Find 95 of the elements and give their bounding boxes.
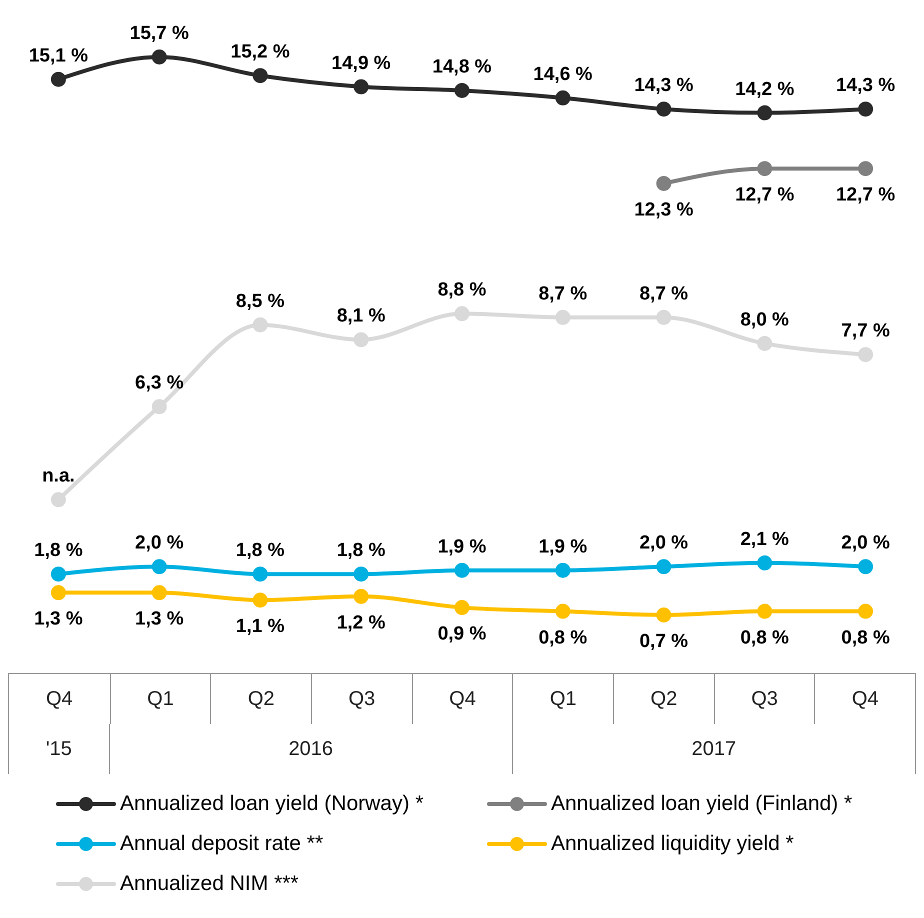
point (757, 161, 772, 176)
text: '15 (9, 724, 110, 774)
point (152, 399, 167, 414)
data-label: 2,0 % (639, 532, 688, 554)
data-label: 14,6 % (533, 64, 593, 85)
point (555, 310, 570, 325)
point (757, 105, 772, 120)
x-tick-label: Q4 (412, 674, 512, 724)
data-label: 8,8 % (438, 280, 486, 301)
point (454, 562, 470, 578)
point (152, 585, 167, 600)
point (354, 332, 369, 348)
data-label: 0,8 % (740, 627, 790, 648)
point (656, 176, 672, 191)
point (252, 566, 268, 582)
data-label: 1,2 % (336, 612, 386, 634)
point (454, 306, 470, 322)
point (252, 592, 268, 608)
data-label: 6,3 % (135, 372, 184, 394)
data-label: 8,1 % (336, 306, 386, 327)
legend-label: Annualized NIM *** (120, 872, 299, 896)
legend-label: Annualized loan yield (Finland) * (551, 792, 852, 816)
data-label: 12,7 % (836, 184, 896, 206)
point (858, 102, 874, 117)
x-tick-label: Q3 (311, 674, 412, 724)
data-label: 1,3 % (135, 608, 184, 630)
data-label: 0,9 % (438, 624, 486, 645)
point (555, 562, 570, 578)
data-label: 8,5 % (236, 290, 285, 312)
data-label: 1,9 % (538, 536, 588, 558)
data-label: 1,8 % (336, 540, 386, 562)
data-label: 2,0 % (841, 532, 890, 554)
data-label: 1,8 % (236, 540, 285, 562)
data-label: 7,7 % (841, 320, 890, 342)
point (656, 608, 672, 622)
legend-label: Annualized loan yield (Norway) * (120, 792, 424, 816)
legend-label: Annualized liquidity yield * (551, 832, 794, 856)
data-label: 14,3 % (836, 75, 896, 96)
data-label: 12,3 % (634, 199, 694, 220)
data-label: 15,2 % (230, 42, 290, 63)
data-label: 2,1 % (740, 528, 790, 550)
text: 2017 (512, 724, 916, 774)
point (50, 566, 66, 582)
point (50, 492, 66, 508)
data-label: 15,7 % (130, 23, 190, 44)
point (50, 585, 66, 600)
point (454, 600, 470, 616)
point (152, 50, 167, 64)
data-label: 1,1 % (236, 616, 285, 638)
point (252, 317, 268, 332)
data-label: 14,3 % (634, 75, 694, 96)
x-tick-label: Q1 (110, 674, 210, 724)
data-label: 1,9 % (438, 536, 486, 558)
point (354, 566, 369, 582)
point (454, 82, 470, 98)
x-tick-label: Q2 (613, 674, 714, 724)
data-label: 0,8 % (841, 627, 890, 648)
point (858, 604, 874, 619)
data-label: 15,1 % (28, 45, 88, 66)
data-label: 8,0 % (740, 309, 790, 330)
data-label: n.a. (42, 466, 75, 487)
point (555, 90, 570, 106)
legend-label: Annual deposit rate ** (120, 832, 324, 856)
data-label: 0,7 % (639, 631, 688, 652)
point (354, 79, 369, 94)
data-label: 14,8 % (432, 56, 492, 78)
data-label: 8,7 % (639, 283, 688, 304)
point (757, 604, 772, 619)
data-label: 2,0 % (135, 532, 184, 554)
point (757, 555, 772, 570)
x-tick-label: Q3 (714, 674, 814, 724)
data-label: 8,7 % (538, 283, 588, 304)
point (656, 102, 672, 117)
point (858, 161, 874, 176)
x-tick-label: Q4 (44, 687, 74, 712)
data-label: 12,7 % (735, 184, 794, 206)
data-label: 14,9 % (332, 52, 391, 74)
x-tick-label: Q2 (210, 674, 312, 724)
point (354, 588, 369, 604)
point (252, 68, 268, 84)
data-label: 14,2 % (735, 78, 794, 100)
point (858, 347, 874, 362)
point (858, 559, 874, 574)
point (152, 559, 167, 574)
point (656, 559, 672, 574)
point (757, 336, 772, 351)
text: 2016 (110, 724, 513, 774)
data-label: 1,3 % (34, 608, 83, 630)
point (555, 604, 570, 619)
x-tick-label: Q4 (814, 674, 916, 724)
point (50, 72, 66, 87)
data-label: 0,8 % (538, 627, 588, 648)
x-tick-label: Q1 (512, 674, 614, 724)
data-label: 1,8 % (34, 540, 83, 562)
point (656, 310, 672, 325)
